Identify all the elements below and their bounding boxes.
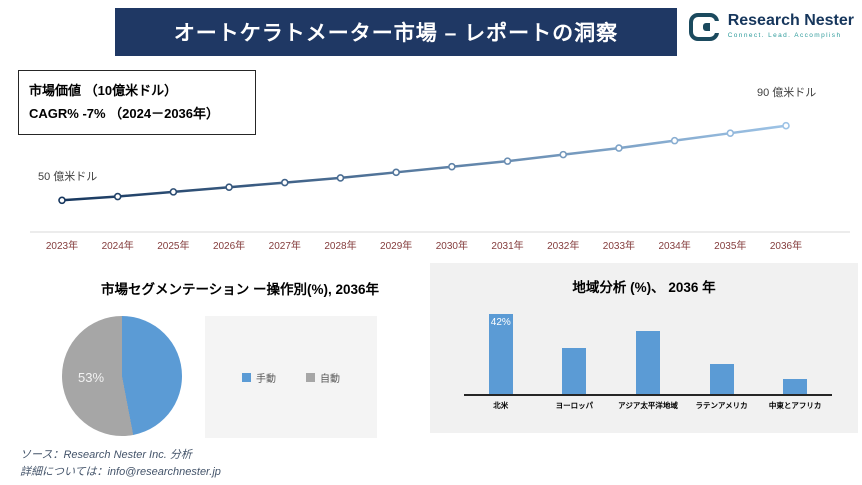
logo-name: Research Nester <box>727 12 854 29</box>
bar-slot-中東とアフリカ <box>758 378 832 394</box>
bar-category-ヨーロッパ: ヨーロッパ <box>555 401 594 410</box>
bar-chart-bars: 42% <box>464 310 832 396</box>
bar-chart-categories: 北米 ヨーロッパ アジア太平洋地域 ラテンアメリカ 中東とアフリカ <box>464 396 832 411</box>
footer-details: 詳細については：info@researchnester.jp <box>20 466 221 479</box>
bar-slot-北米: 42% <box>464 314 538 394</box>
bar-slot-ヨーロッパ <box>538 348 612 394</box>
bar-slot-アジア太平洋地域 <box>611 331 685 394</box>
logo-icon <box>688 13 720 41</box>
line-point-2036年 <box>782 121 790 130</box>
x-tick-2036年: 2036年 <box>769 241 803 252</box>
pie-legend: 手動 自動 <box>205 316 377 438</box>
line-point-2031年 <box>503 157 512 165</box>
logo-tagline: Connect. Lead. Accomplish <box>727 31 842 39</box>
line-point-2025年 <box>169 188 178 196</box>
line-point-2023年 <box>58 196 66 205</box>
footer: ソース：Research Nester Inc. 分析 詳細については：info… <box>20 447 221 481</box>
bar-category-ラテンアメリカ: ラテンアメリカ <box>695 401 748 410</box>
line-point-2024年 <box>113 192 122 201</box>
bar-アジア太平洋地域 <box>635 331 660 394</box>
line-point-2029年 <box>392 168 400 177</box>
x-tick-2033年: 2033年 <box>602 241 636 252</box>
line-point-2027年 <box>280 178 289 187</box>
line-point-2035年 <box>726 129 735 137</box>
bar-category-アジア太平洋地域: アジア太平洋地域 <box>618 401 678 410</box>
line-start-value-label: 50 億米ドル <box>38 171 98 183</box>
x-tick-2026年: 2026年 <box>212 241 246 252</box>
bar-北米: 42% <box>488 314 513 394</box>
page-title-banner: オートケラトメーター市場 – レポートの洞察 <box>115 8 677 56</box>
bar-category-北米: 北米 <box>493 401 509 410</box>
line-point-2030年 <box>448 162 456 171</box>
market-value-box: 市場価値 （10億米ドル） CAGR% -7% （2024－2036年） <box>18 70 256 135</box>
bar-chart: 42% 北米 ヨーロッパ アジア太平洋地域 ラテンアメリカ 中東とアフリカ <box>464 310 832 411</box>
bar-value-label: 42% <box>490 317 511 328</box>
x-tick-2027年: 2027年 <box>268 241 301 252</box>
legend-label-手動: 手動 <box>256 373 276 385</box>
line-point-2034年 <box>670 136 679 145</box>
line-point-2032年 <box>559 150 568 159</box>
line-point-2033年 <box>615 144 623 152</box>
pie-chart-title: 市場セグメンテーション ー操作別(%), 2036年 <box>100 282 379 297</box>
line-chart <box>30 121 850 233</box>
legend-swatch-自動 <box>306 372 315 382</box>
x-tick-2034年: 2034年 <box>658 241 691 252</box>
x-tick-2035年: 2035年 <box>714 241 747 252</box>
x-tick-2023年: 2023年 <box>45 241 79 252</box>
footer-source: ソース：Research Nester Inc. 分析 <box>20 449 192 461</box>
logo-text: Research Nester Connect. Lead. Accomplis… <box>728 12 854 39</box>
line-end-value-label: 90 億米ドル <box>757 87 817 99</box>
line-chart-x-axis: 2023年 2024年 2025年 2026年 2027年 2028年 2029年 2030年… <box>0 237 862 253</box>
bar-chart-title: 地域分析 (%)、 2036 年 <box>572 280 716 295</box>
pie-slice-label: 53% <box>78 370 105 385</box>
cagr-label: CAGR% -7% （2024－2036年） <box>29 106 220 122</box>
bar-ラテンアメリカ <box>709 363 734 394</box>
x-tick-2028年: 2028年 <box>324 241 357 252</box>
line-point-2028年 <box>336 174 345 182</box>
x-tick-2025年: 2025年 <box>157 241 190 252</box>
market-value-label: 市場価値 （10億米ドル） <box>29 83 178 98</box>
legend-swatch-手動 <box>242 372 251 382</box>
bar-中東とアフリカ <box>783 378 808 394</box>
regional-analysis-panel: 地域分析 (%)、 2036 年 42% 北米 ヨーロッパ アジア太平洋地域 ラテンア… <box>430 263 858 433</box>
x-tick-2031年: 2031年 <box>491 241 524 252</box>
page-title: オートケラトメーター市場 – レポートの洞察 <box>173 22 619 45</box>
bar-category-中東とアフリカ: 中東とアフリカ <box>768 401 822 410</box>
research-nester-logo: Research Nester Connect. Lead. Accomplis… <box>688 12 854 42</box>
line-point-2026年 <box>225 183 233 192</box>
x-tick-2030年: 2030年 <box>435 241 468 252</box>
x-tick-2029年: 2029年 <box>380 241 413 252</box>
legend-item-自動: 自動 <box>306 370 340 385</box>
x-tick-2024年: 2024年 <box>101 241 134 252</box>
bar-slot-ラテンアメリカ <box>685 363 759 394</box>
pie-chart <box>62 316 182 436</box>
legend-item-手動: 手動 <box>242 370 276 385</box>
x-tick-2032年: 2032年 <box>547 241 580 252</box>
bar-ヨーロッパ <box>562 348 587 394</box>
legend-label-自動: 自動 <box>320 373 340 385</box>
